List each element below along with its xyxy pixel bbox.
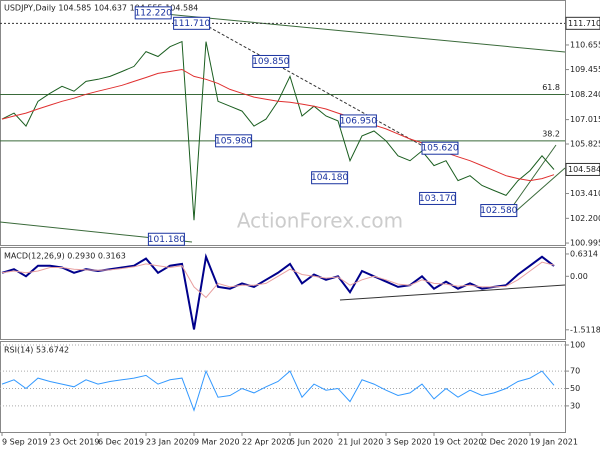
x-tick-label: 5 Jun 2020 (290, 438, 333, 447)
macd-title: MACD(12,26,9) 0.2930 0.3163 (4, 252, 126, 261)
channel-line (509, 144, 557, 211)
x-tick-label: 19 Jan 2021 (530, 438, 578, 447)
y-tick-label: 105.825 (570, 140, 600, 149)
trendline (164, 13, 566, 53)
last-price-box (565, 162, 600, 176)
annotation: 105.980 (215, 136, 252, 146)
series-line (1, 40, 555, 221)
macd-panel (0, 247, 566, 340)
y-tick-label: 50 (570, 384, 580, 393)
y-tick-label: 0.00 (570, 272, 588, 281)
level-label: 61.8 (542, 83, 560, 92)
y-tick-label: 100.995 (570, 239, 600, 248)
annotation: 106.950 (340, 116, 377, 126)
y-tick-label: 108.240 (570, 90, 600, 99)
annotation-box (173, 16, 211, 30)
y-tick-label: 110.655 (570, 40, 600, 49)
y-tick-label: 109.455 (570, 65, 600, 74)
x-tick-label: 9 Mar 2020 (194, 438, 240, 447)
annotation-box (421, 141, 459, 155)
annotation-box (147, 232, 185, 246)
y-tick-label: 103.410 (570, 189, 600, 198)
annotation-box (134, 6, 172, 20)
y-tick-label: -1.5118 (570, 325, 600, 334)
annotation-box (339, 114, 377, 128)
x-tick-label: 2 Dec 2020 (482, 438, 528, 447)
main-panel (0, 0, 566, 246)
series-line (1, 261, 555, 299)
x-tick-label: 21 Jul 2020 (338, 438, 383, 447)
x-tick-label: 23 Jan 2020 (146, 438, 194, 447)
annotation-box (311, 171, 349, 185)
y-tick-label: 30 (570, 401, 580, 410)
y-tick-label: 0.6314 (570, 249, 598, 258)
annotation: 109.850 (252, 57, 289, 67)
watermark: ActionForex.com (237, 209, 403, 233)
support-line (339, 284, 566, 301)
annotation-box (480, 204, 518, 218)
x-tick-label: 9 Sep 2019 (2, 438, 48, 447)
channel-line (514, 167, 566, 213)
annotation: 104.180 (311, 173, 348, 183)
x-tick-label: 3 Sep 2020 (386, 438, 432, 447)
y-tick-label: 100 (570, 341, 585, 350)
last-price: 104.584 (568, 165, 600, 174)
series-line (1, 68, 555, 182)
annotation: 111.710 (173, 19, 210, 29)
axis-label-box (565, 16, 600, 30)
annotation: 105.620 (421, 144, 458, 154)
annotation-box (252, 54, 290, 68)
y-tick-label: 107.015 (570, 115, 600, 124)
annotation: 112.220 (135, 8, 172, 18)
series-line (1, 369, 555, 412)
annotation-box (215, 134, 253, 148)
annotation: 101.180 (148, 235, 185, 245)
x-tick-label: 19 Oct 2020 (434, 438, 483, 447)
x-tick-label: 23 Oct 2019 (50, 438, 99, 447)
rsi-panel (0, 341, 566, 433)
series-line (1, 253, 555, 330)
level-label: 111.710 (568, 19, 600, 28)
chart-title: USDJPY,Daily 104.585 104.637 104.555 104… (4, 4, 198, 13)
annotation: 102.580 (480, 206, 517, 216)
level-label: 38.2 (542, 129, 560, 138)
y-tick-label: 70 (570, 367, 580, 376)
annotation-box (419, 191, 457, 205)
trendline (199, 21, 431, 151)
x-tick-label: 22 Apr 2020 (242, 438, 291, 447)
annotation: 103.170 (419, 194, 456, 204)
rsi-title: RSI(14) 53.6742 (4, 346, 69, 355)
y-tick-label: 102.200 (570, 214, 600, 223)
x-tick-label: 6 Dec 2019 (98, 438, 144, 447)
